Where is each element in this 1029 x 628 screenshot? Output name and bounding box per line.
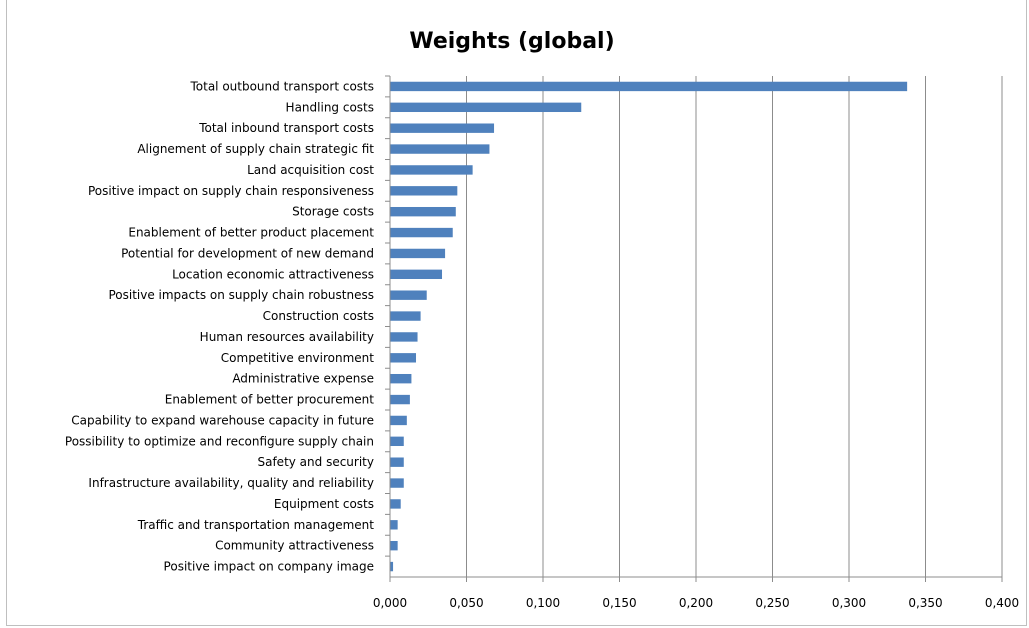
bar [390,520,398,530]
category-label: Community attractiveness [215,539,374,553]
x-tick-label: 0,350 [908,596,942,610]
bar [390,227,453,238]
bar [390,499,401,509]
bar [390,165,473,175]
category-label: Total outbound transport costs [189,79,374,93]
x-tick-label: 0,250 [755,596,789,610]
bar [390,248,446,259]
category-label: Construction costs [263,309,374,323]
bar [390,373,412,384]
category-label: Capability to expand warehouse capacity … [71,413,374,427]
category-label: Total inbound transport costs [198,121,374,135]
x-tick-label: 0,050 [449,596,483,610]
bar [390,311,421,321]
chart-title: Weights (global) [409,29,614,54]
bars [390,81,908,572]
category-label: Administrative expense [232,372,374,386]
bar [390,206,456,217]
category-label: Competitive environment [221,351,375,365]
bar [390,478,404,488]
category-label: Possibility to optimize and reconfigure … [65,434,374,448]
category-labels: Total outbound transport costs Handling c… [65,79,374,573]
bar [390,436,404,447]
category-label: Positive impact on company image [164,560,374,574]
bar [390,144,490,154]
bar [390,561,394,572]
gridlines [385,75,1003,582]
bar [390,457,404,467]
bar [390,290,427,300]
bar [390,186,458,196]
category-label: Enablement of better product placement [128,226,374,240]
bar [390,540,398,551]
x-tick-label: 0,150 [602,596,636,610]
x-tick-label: 0,300 [832,596,866,610]
x-tick-labels: 0,000 0,050 0,100 0,150 0,200 0,250 0,300 0,350… [373,596,1019,610]
category-label: Positive impact on supply chain responsi… [88,184,374,198]
bar [390,102,582,113]
category-label: Infrastructure availability, quality and… [88,476,374,490]
category-label: Human resources availability [200,330,374,344]
category-label: Equipment costs [274,497,374,511]
x-tick-label: 0,100 [526,596,560,610]
category-label: Handling costs [286,100,374,114]
bar [390,81,908,92]
category-label: Safety and security [257,455,374,469]
category-label: Location economic attractiveness [172,267,374,281]
chart-frame [6,0,1027,626]
x-tick-label: 0,400 [985,596,1019,610]
bar [390,123,495,133]
category-label: Alignement of supply chain strategic fit [137,142,374,156]
category-label: Potential for development of new demand [121,246,374,260]
x-tick-label: 0,000 [373,596,407,610]
category-label: Traffic and transportation management [137,518,375,532]
bar [390,332,418,342]
category-label: Storage costs [292,205,374,219]
bar [390,415,407,426]
x-tick-label: 0,200 [679,596,713,610]
bar [390,269,443,280]
category-label: Positive impacts on supply chain robustn… [108,288,374,302]
category-label: Land acquisition cost [247,163,374,177]
bar [390,394,410,405]
bar [390,353,417,363]
category-label: Enablement of better procurement [165,393,375,407]
